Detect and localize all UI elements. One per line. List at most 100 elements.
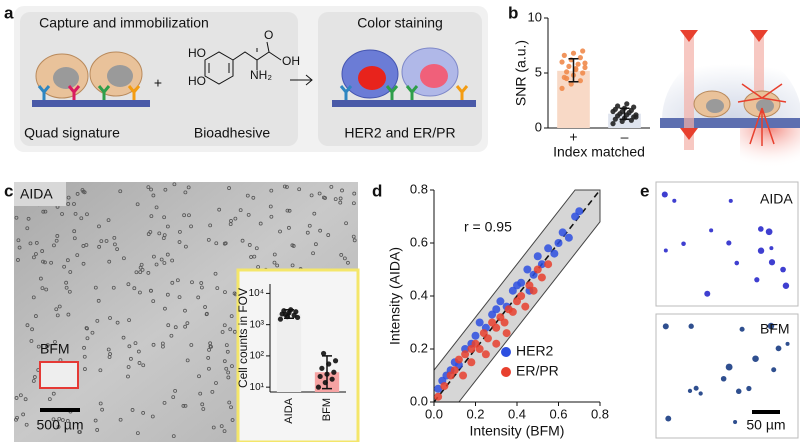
cell-dot — [177, 295, 182, 299]
cell-dot — [214, 241, 219, 246]
stained-cell — [661, 191, 668, 198]
cell-dot — [40, 286, 45, 291]
y-tick-label: 0.2 — [410, 340, 428, 355]
cell-dot — [130, 408, 135, 412]
cell-dot — [187, 213, 191, 218]
cell-dot — [64, 285, 69, 290]
x-tick-label: 0.2 — [466, 406, 484, 421]
data-point — [564, 75, 570, 82]
cell-dot — [149, 288, 153, 293]
stained-cell — [681, 241, 686, 247]
cell-dot — [351, 201, 356, 206]
cell-dot — [238, 208, 243, 213]
cell-dot — [208, 344, 213, 349]
data-point — [315, 384, 322, 390]
cell-dot — [228, 222, 233, 227]
cell-dot — [245, 193, 250, 198]
scale-bar — [40, 408, 80, 412]
cell-dot — [75, 192, 80, 196]
x-tick-label: AIDA — [283, 397, 295, 423]
data-point — [533, 265, 542, 274]
cell-dot — [14, 417, 18, 422]
cell-dot — [121, 335, 126, 340]
cell-dot — [230, 418, 235, 422]
plus: + — [154, 75, 162, 91]
data-point — [331, 369, 337, 375]
cell-dot — [118, 189, 123, 194]
mol-label: HO — [188, 46, 206, 60]
cell-dot — [115, 320, 120, 325]
cell-dot — [32, 375, 37, 379]
cell-dot — [151, 342, 156, 347]
cell-dot — [15, 415, 19, 420]
data-point — [529, 286, 538, 295]
cell-dot — [67, 289, 72, 294]
cell-dot — [173, 388, 178, 393]
cell-dot — [340, 188, 344, 193]
cell-dot — [233, 216, 238, 221]
cell-dot — [200, 402, 205, 407]
cell-dot — [258, 221, 263, 226]
cell-dot — [344, 221, 348, 226]
cell-dot — [51, 417, 56, 422]
cell-dot — [224, 343, 229, 348]
cell-dot — [55, 234, 60, 238]
cell-dot — [41, 259, 45, 264]
cell-dot — [312, 211, 317, 216]
legend-label: HER2 — [516, 343, 554, 359]
cell-dot — [79, 216, 84, 221]
cell-dot — [232, 291, 237, 296]
cell-dot — [118, 417, 123, 422]
data-point — [492, 339, 501, 348]
cell-dot — [55, 313, 60, 318]
data-point — [434, 392, 443, 401]
cell-dot — [85, 212, 89, 217]
cell-dot — [226, 375, 231, 380]
cell-dot — [199, 281, 204, 285]
data-point — [467, 345, 476, 353]
data-point — [523, 265, 532, 274]
cell-dot — [104, 239, 109, 243]
data-point — [570, 50, 577, 56]
data-point — [544, 244, 553, 253]
data-point — [554, 239, 563, 247]
stained-cell — [688, 323, 694, 329]
stained-cell — [709, 228, 714, 233]
scale-label: 500 µm — [37, 417, 84, 433]
data-point — [317, 373, 323, 380]
cell-dot — [40, 249, 45, 253]
cell-dot — [81, 244, 86, 248]
data-point — [320, 350, 327, 357]
y-axis-label: Cell counts in FOV — [236, 288, 250, 388]
cell-dot — [159, 257, 164, 262]
cell-dot — [151, 299, 156, 304]
bfm-region — [39, 361, 79, 389]
cell-dot — [138, 270, 143, 274]
cell-dot — [229, 314, 234, 319]
panel-label: a — [4, 3, 14, 22]
cell-dot — [57, 304, 62, 309]
cell-dot — [222, 323, 227, 328]
cell-dot — [23, 397, 28, 402]
cell-dot — [215, 286, 220, 291]
cell-dot — [54, 238, 59, 243]
data-point — [610, 121, 616, 127]
cell-dot — [178, 230, 182, 234]
cell-dot — [199, 285, 204, 290]
data-point — [580, 70, 586, 76]
cell-dot — [213, 271, 218, 276]
cell-dot — [72, 202, 76, 206]
cell-dot — [252, 254, 257, 259]
data-point — [544, 260, 553, 269]
stained-cell — [769, 246, 774, 251]
cell-dot — [272, 260, 277, 265]
cell-dot — [172, 182, 177, 187]
cell-dot — [318, 228, 323, 233]
cell-dot — [108, 316, 112, 320]
region-label: BFM — [40, 341, 70, 357]
cell-dot — [141, 411, 146, 415]
cell-dot — [146, 271, 151, 275]
cell-dot — [230, 364, 234, 369]
data-point — [564, 233, 573, 242]
cell-dot — [219, 424, 224, 429]
